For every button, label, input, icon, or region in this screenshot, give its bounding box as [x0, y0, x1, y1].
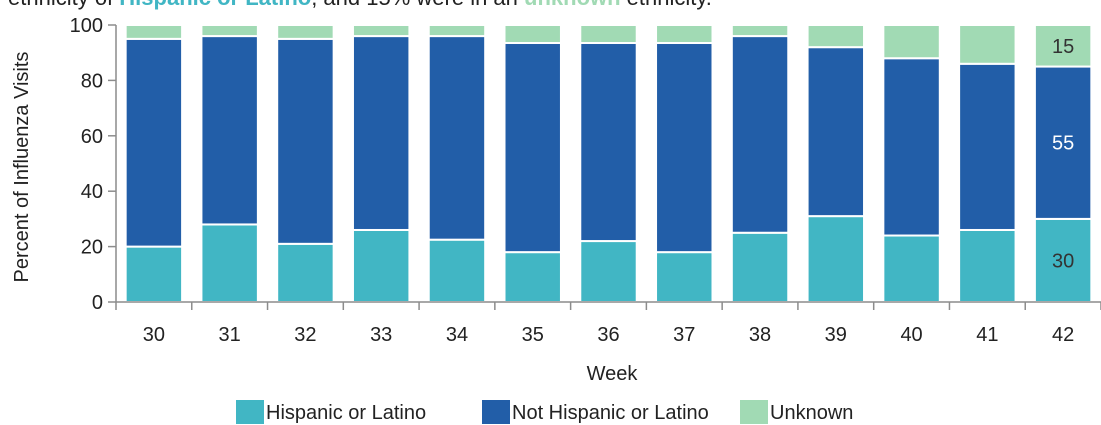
x-tick-label-34: 34: [446, 324, 468, 346]
caption-highlight-unknown: unknown: [524, 0, 621, 10]
bar-not-hispanic-week-41: [958, 62, 1017, 231]
legend-swatch-unknown: [740, 400, 768, 424]
bar-not-hispanic-week-33: [351, 35, 411, 231]
bar-hispanic-week-31: [200, 223, 259, 303]
bar-unknown-week-30: [124, 24, 184, 40]
bar-not-hispanic-week-31: [200, 35, 259, 226]
y-tick-label-40: 40: [81, 181, 103, 203]
data-label-hispanic-week-42: 30: [1052, 250, 1074, 272]
data-label-not-hispanic-week-42: 55: [1052, 133, 1074, 155]
y-tick-label-20: 20: [81, 237, 103, 259]
bar-not-hispanic-week-39: [806, 46, 866, 218]
caption-suffix: ethnicity.: [621, 0, 712, 10]
x-tick-label-38: 38: [749, 324, 771, 346]
bar-not-hispanic-week-42: [1033, 65, 1093, 220]
legend: Hispanic or Latino Not Hispanic or Latino…: [236, 400, 853, 424]
bar-unknown-week-32: [276, 24, 335, 40]
data-labels-group: 30 55 15: [1052, 36, 1074, 273]
axes-group: [108, 24, 1101, 310]
x-tick-label-37: 37: [673, 324, 695, 346]
caption-prefix: ethnicity of: [8, 0, 119, 10]
x-tick-label-35: 35: [522, 324, 544, 346]
bar-not-hispanic-week-37: [655, 42, 714, 254]
y-tick-label-80: 80: [81, 70, 103, 92]
bar-not-hispanic-week-34: [427, 35, 487, 241]
bar-not-hispanic-week-38: [730, 35, 790, 234]
x-tick-label-41: 41: [976, 324, 998, 346]
bar-unknown-week-31: [200, 24, 259, 38]
bar-hispanic-week-38: [730, 231, 790, 303]
y-tick-label-0: 0: [92, 292, 103, 314]
bar-hispanic-week-39: [806, 215, 866, 304]
bar-hispanic-week-40: [882, 234, 941, 304]
bar-unknown-week-36: [579, 24, 638, 45]
legend-label-unknown: Unknown: [770, 402, 853, 424]
x-tick-label-42: 42: [1052, 324, 1074, 346]
bar-not-hispanic-week-36: [579, 42, 638, 243]
bar-hispanic-week-32: [276, 242, 335, 303]
bar-unknown-week-41: [958, 24, 1017, 65]
bar-unknown-week-38: [730, 24, 790, 38]
bar-not-hispanic-week-35: [503, 42, 562, 254]
caption-middle: , and 15% were in an: [311, 0, 524, 10]
x-tick-label-40: 40: [900, 324, 922, 346]
bar-hispanic-week-34: [427, 238, 487, 304]
bar-hispanic-week-41: [958, 228, 1017, 303]
y-tick-label-60: 60: [81, 126, 103, 148]
y-tick-labels: 0 20 40 60 80 100: [70, 15, 103, 314]
x-tick-labels: 30 31 32 33 34 35 36 37 38 39 40 41 42: [143, 324, 1074, 346]
x-axis-label: Week: [587, 363, 639, 385]
data-label-unknown-week-42: 15: [1052, 36, 1074, 58]
bar-not-hispanic-week-32: [276, 37, 335, 245]
bars-group: [124, 24, 1093, 304]
caption-highlight-hispanic: Hispanic or Latino: [119, 0, 311, 10]
x-tick-label-30: 30: [143, 324, 165, 346]
x-tick-label-39: 39: [825, 324, 847, 346]
chart-caption: ethnicity of Hispanic or Latino, and 15%…: [8, 0, 1098, 12]
x-tick-label-31: 31: [219, 324, 241, 346]
bar-hispanic-week-37: [655, 251, 714, 303]
bar-unknown-week-33: [351, 24, 411, 38]
bar-unknown-week-37: [655, 24, 714, 45]
bar-hispanic-week-36: [579, 240, 638, 303]
x-tick-label-32: 32: [294, 324, 316, 346]
legend-swatch-not-hispanic: [482, 400, 510, 424]
y-tick-label-100: 100: [70, 15, 103, 37]
bar-unknown-week-40: [882, 24, 941, 60]
bar-hispanic-week-35: [503, 251, 562, 303]
legend-label-not-hispanic: Not Hispanic or Latino: [512, 402, 709, 424]
legend-swatch-hispanic: [236, 400, 264, 424]
bar-unknown-week-34: [427, 24, 487, 38]
bar-hispanic-week-33: [351, 228, 411, 303]
bar-unknown-week-35: [503, 24, 562, 45]
bar-unknown-week-39: [806, 24, 866, 49]
legend-label-hispanic: Hispanic or Latino: [266, 402, 426, 424]
y-axis-label: Percent of Influenza Visits: [11, 52, 33, 283]
bar-unknown-week-42: [1033, 24, 1093, 68]
bar-hispanic-week-30: [124, 245, 184, 304]
x-tick-label-33: 33: [370, 324, 392, 346]
x-tick-label-36: 36: [597, 324, 619, 346]
bar-not-hispanic-week-40: [882, 57, 941, 237]
bar-not-hispanic-week-30: [124, 37, 184, 248]
